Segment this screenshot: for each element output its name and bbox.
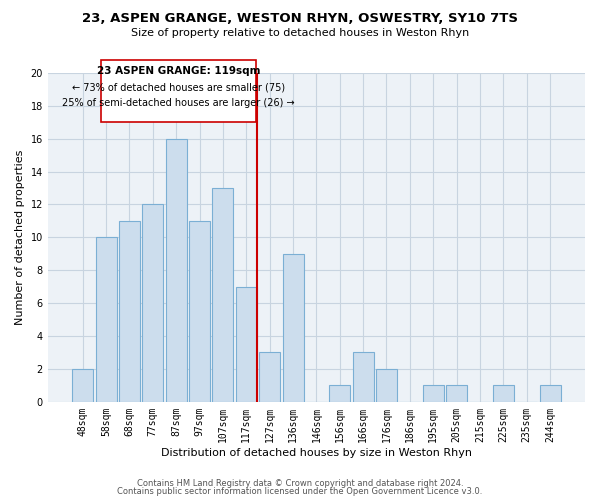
Bar <box>95 238 116 402</box>
Text: Contains public sector information licensed under the Open Government Licence v3: Contains public sector information licen… <box>118 487 482 496</box>
Bar <box>329 386 350 402</box>
Text: 23, ASPEN GRANGE, WESTON RHYN, OSWESTRY, SY10 7TS: 23, ASPEN GRANGE, WESTON RHYN, OSWESTRY,… <box>82 12 518 26</box>
Bar <box>283 254 304 402</box>
Bar <box>72 369 93 402</box>
Text: ← 73% of detached houses are smaller (75): ← 73% of detached houses are smaller (75… <box>72 83 285 93</box>
Y-axis label: Number of detached properties: Number of detached properties <box>15 150 25 325</box>
Text: Contains HM Land Registry data © Crown copyright and database right 2024.: Contains HM Land Registry data © Crown c… <box>137 478 463 488</box>
Text: 23 ASPEN GRANGE: 119sqm: 23 ASPEN GRANGE: 119sqm <box>97 66 260 76</box>
Bar <box>446 386 467 402</box>
Bar <box>539 386 560 402</box>
Bar <box>423 386 444 402</box>
Bar <box>119 221 140 402</box>
FancyBboxPatch shape <box>101 60 256 122</box>
Bar <box>376 369 397 402</box>
Text: Size of property relative to detached houses in Weston Rhyn: Size of property relative to detached ho… <box>131 28 469 38</box>
X-axis label: Distribution of detached houses by size in Weston Rhyn: Distribution of detached houses by size … <box>161 448 472 458</box>
Text: 25% of semi-detached houses are larger (26) →: 25% of semi-detached houses are larger (… <box>62 98 295 108</box>
Bar <box>259 352 280 402</box>
Bar <box>236 286 257 402</box>
Bar <box>166 138 187 402</box>
Bar <box>353 352 374 402</box>
Bar <box>493 386 514 402</box>
Bar <box>142 204 163 402</box>
Bar <box>212 188 233 402</box>
Bar <box>189 221 210 402</box>
